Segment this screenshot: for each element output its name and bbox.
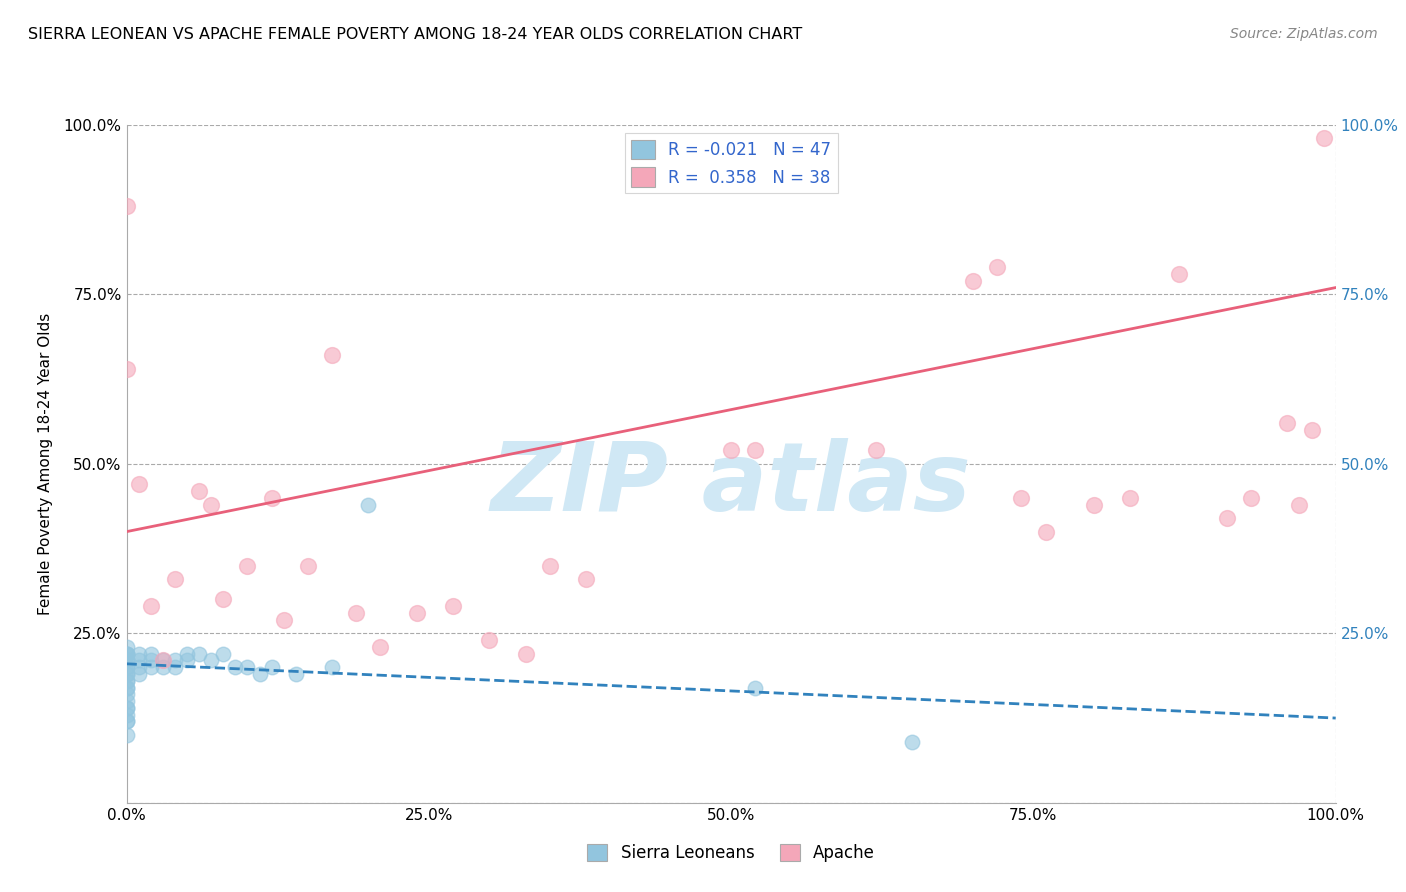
- Point: [115, 687, 138, 701]
- Point: [1301, 423, 1323, 437]
- Point: [139, 653, 162, 667]
- Point: [163, 653, 186, 667]
- Point: [370, 640, 392, 654]
- Point: [152, 653, 174, 667]
- Point: [163, 572, 186, 586]
- Point: [115, 694, 138, 708]
- Point: [115, 681, 138, 695]
- Point: [321, 348, 343, 362]
- Point: [744, 443, 766, 458]
- Text: Source: ZipAtlas.com: Source: ZipAtlas.com: [1230, 27, 1378, 41]
- Point: [224, 660, 246, 674]
- Point: [188, 483, 211, 498]
- Point: [297, 558, 319, 573]
- Point: [1119, 491, 1142, 505]
- Point: [1083, 498, 1105, 512]
- Point: [986, 260, 1008, 275]
- Point: [1167, 267, 1189, 281]
- Point: [273, 613, 295, 627]
- Point: [152, 653, 174, 667]
- Point: [441, 599, 464, 614]
- Point: [260, 491, 283, 505]
- Point: [115, 673, 138, 688]
- Point: [139, 647, 162, 661]
- Point: [321, 660, 343, 674]
- Point: [249, 667, 271, 681]
- Y-axis label: Female Poverty Among 18-24 Year Olds: Female Poverty Among 18-24 Year Olds: [38, 313, 52, 615]
- Point: [260, 660, 283, 674]
- Point: [720, 443, 742, 458]
- Point: [212, 647, 235, 661]
- Point: [115, 728, 138, 742]
- Point: [152, 660, 174, 674]
- Point: [1288, 498, 1310, 512]
- Point: [115, 653, 138, 667]
- Point: [515, 647, 537, 661]
- Point: [128, 667, 150, 681]
- Point: [1216, 511, 1239, 525]
- Point: [344, 606, 367, 620]
- Point: [1240, 491, 1263, 505]
- Point: [357, 498, 380, 512]
- Point: [115, 653, 138, 667]
- Point: [115, 681, 138, 695]
- Point: [115, 714, 138, 729]
- Point: [1010, 491, 1032, 505]
- Point: [188, 647, 211, 661]
- Point: [115, 707, 138, 722]
- Point: [744, 681, 766, 695]
- Point: [115, 660, 138, 674]
- Point: [1277, 416, 1299, 430]
- Point: [200, 653, 222, 667]
- Point: [405, 606, 427, 620]
- Point: [115, 667, 138, 681]
- Point: [901, 735, 924, 749]
- Point: [139, 599, 162, 614]
- Point: [163, 660, 186, 674]
- Point: [176, 653, 198, 667]
- Point: [575, 572, 598, 586]
- Point: [236, 558, 259, 573]
- Point: [139, 660, 162, 674]
- Point: [128, 653, 150, 667]
- Point: [212, 592, 235, 607]
- Point: [115, 199, 138, 213]
- Point: [115, 673, 138, 688]
- Point: [128, 477, 150, 491]
- Point: [115, 647, 138, 661]
- Point: [128, 660, 150, 674]
- Point: [115, 714, 138, 729]
- Point: [478, 633, 501, 648]
- Point: [1035, 524, 1057, 539]
- Point: [200, 498, 222, 512]
- Point: [176, 647, 198, 661]
- Point: [115, 660, 138, 674]
- Legend: Sierra Leoneans, Apache: Sierra Leoneans, Apache: [581, 838, 882, 869]
- Point: [115, 701, 138, 715]
- Point: [115, 701, 138, 715]
- Point: [128, 647, 150, 661]
- Point: [538, 558, 561, 573]
- Point: [865, 443, 887, 458]
- Point: [236, 660, 259, 674]
- Point: [284, 667, 307, 681]
- Point: [115, 640, 138, 654]
- Point: [115, 667, 138, 681]
- Point: [115, 362, 138, 376]
- Point: [115, 647, 138, 661]
- Text: SIERRA LEONEAN VS APACHE FEMALE POVERTY AMONG 18-24 YEAR OLDS CORRELATION CHART: SIERRA LEONEAN VS APACHE FEMALE POVERTY …: [28, 27, 803, 42]
- Text: ZIP atlas: ZIP atlas: [491, 438, 972, 531]
- Point: [962, 274, 984, 288]
- Point: [1312, 131, 1334, 145]
- Point: [115, 647, 138, 661]
